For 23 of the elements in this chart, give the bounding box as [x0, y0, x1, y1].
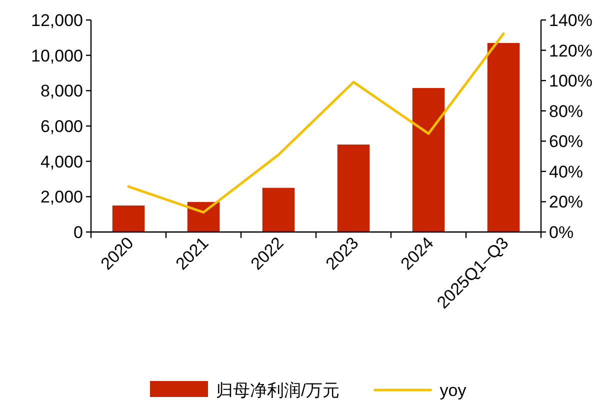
y2-tick-label: 60% [549, 132, 584, 152]
y2-tick-label: 140% [549, 11, 592, 30]
legend-label: yoy [440, 381, 467, 400]
bar [487, 42, 520, 232]
bar [412, 88, 445, 232]
y2-tick-label: 20% [549, 192, 584, 212]
y2-tick-label: 40% [549, 162, 584, 182]
bar [112, 206, 145, 232]
y-tick-label: 2,000 [40, 188, 83, 207]
legend-label: 归母净利润/万元 [216, 381, 340, 400]
y-tick-label: 10,000 [31, 46, 83, 66]
bar [262, 188, 295, 232]
y-tick-label: 6,000 [40, 117, 83, 136]
y2-tick-label: 120% [549, 41, 592, 60]
y2-tick-label: 80% [549, 102, 584, 121]
y-tick-label: 0 [74, 223, 83, 242]
line-series [127, 32, 505, 214]
y-tick-label: 12,000 [31, 11, 83, 30]
y-tick-label: 8,000 [40, 82, 83, 101]
y-tick-label: 4,000 [40, 152, 83, 172]
y2-tick-label: 0% [549, 223, 574, 242]
bar [337, 144, 370, 232]
y2-tick-label: 100% [549, 72, 592, 91]
